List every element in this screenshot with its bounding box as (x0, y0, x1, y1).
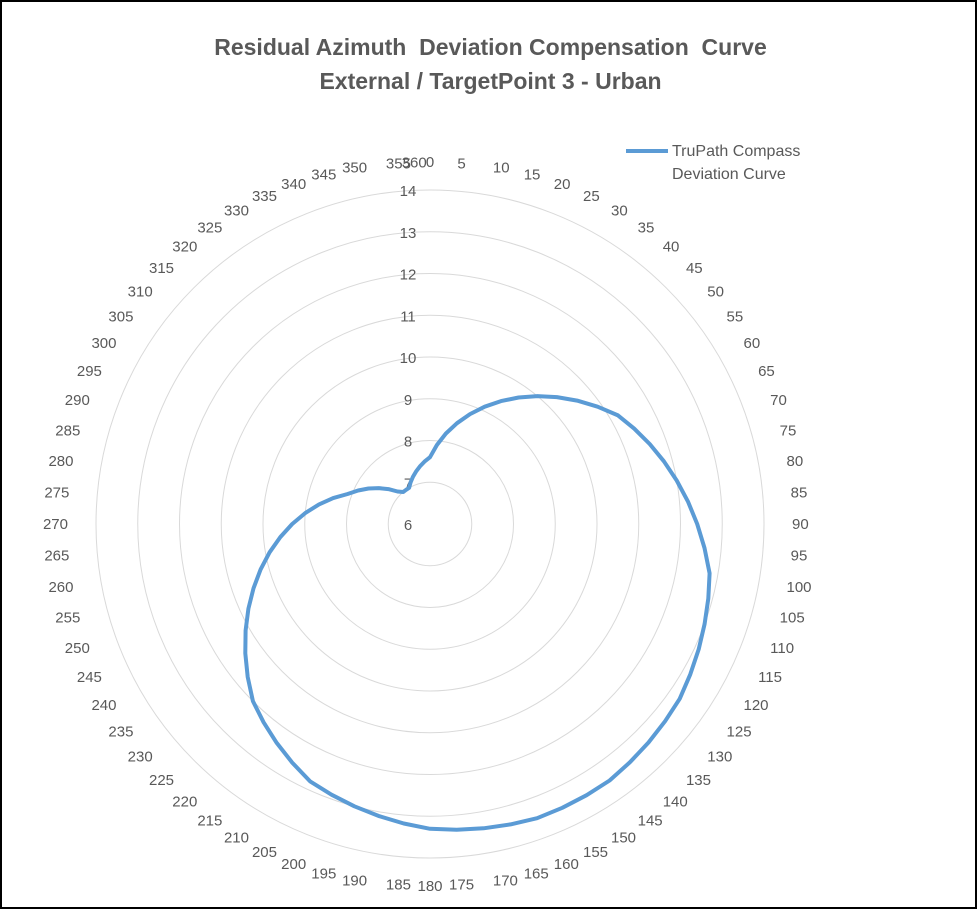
chart-title-line-1: Residual Azimuth Deviation Compensation … (214, 34, 767, 60)
angle-tick-label: 340 (281, 176, 306, 193)
grid-ring (304, 398, 556, 650)
angle-tick-label: 350 (342, 159, 367, 176)
radial-tick-label: 9 (404, 392, 412, 409)
angle-tick-label: 180 (417, 878, 442, 895)
radial-tick-label: 14 (400, 183, 417, 200)
angle-tick-label: 290 (65, 392, 90, 409)
angle-tick-label: 245 (77, 669, 102, 686)
angle-tick-label: 115 (758, 669, 782, 686)
angle-tick-label: 75 (780, 422, 797, 439)
radial-tick-label: 10 (400, 350, 417, 367)
angle-tick-label: 205 (252, 844, 277, 861)
angle-tick-label: 70 (770, 392, 787, 409)
angle-tick-label: 225 (149, 772, 174, 789)
angle-tick-label: 20 (554, 176, 571, 193)
grid-ring (137, 231, 723, 817)
chart-title-line-2: External / TargetPoint 3 - Urban (319, 68, 662, 94)
grid-ring (95, 189, 765, 859)
angle-tick-label: 160 (554, 856, 579, 873)
angle-tick-label: 0 (426, 154, 434, 171)
angle-tick-label: 220 (172, 793, 197, 810)
angle-tick-label: 10 (493, 159, 510, 176)
legend-label: TruPath Compass Deviation Curve (672, 143, 801, 183)
angle-tick-label: 150 (611, 830, 636, 847)
angle-tick-label: 230 (128, 749, 153, 766)
angle-tick-label: 80 (787, 453, 804, 470)
angle-tick-label: 335 (252, 188, 277, 205)
angle-tick-label: 215 (197, 813, 222, 830)
angle-tick-label: 25 (583, 188, 600, 205)
angle-tick-label: 55 (727, 308, 744, 325)
angle-tick-label: 310 (128, 283, 153, 300)
angle-tick-label: 320 (172, 239, 197, 256)
angle-tick-label: 120 (744, 697, 769, 714)
angle-tick-label: 305 (108, 308, 133, 325)
angle-tick-label: 185 (386, 877, 411, 894)
angle-tick-label: 280 (48, 453, 73, 470)
angle-tick-label: 235 (108, 724, 133, 741)
legend-swatch (626, 149, 668, 153)
grid-ring (220, 314, 640, 734)
angle-tick-label: 265 (44, 548, 69, 565)
angle-tick-label: 65 (758, 363, 775, 380)
angle-tick-label: 45 (686, 260, 703, 277)
angle-tick-label: 90 (792, 516, 809, 533)
angle-tick-label: 270 (43, 516, 68, 533)
grid-ring (179, 273, 681, 775)
angle-tick-label: 195 (311, 866, 336, 883)
angle-tick-label: 110 (770, 640, 794, 657)
radial-tick-label: 8 (404, 434, 412, 451)
series-line (243, 394, 712, 832)
angle-tick-label: 295 (77, 363, 102, 380)
angle-tick-label: 5 (457, 155, 465, 172)
angle-tick-label: 210 (224, 830, 249, 847)
angle-tick-label: 125 (727, 724, 752, 741)
angle-tick-label: 355 (386, 155, 411, 172)
angle-tick-label: 60 (744, 335, 761, 352)
radial-tick-label: 6 (404, 517, 412, 534)
angle-tick-label: 165 (524, 866, 549, 883)
radial-tick-label: 13 (400, 225, 417, 242)
angle-tick-label: 300 (91, 335, 116, 352)
angle-tick-label: 100 (787, 579, 812, 596)
grid-ring (262, 356, 598, 692)
angle-tick-label: 145 (638, 813, 663, 830)
radial-tick-label: 11 (400, 308, 416, 325)
grid-ring (387, 481, 473, 567)
angle-tick-label: 130 (707, 749, 732, 766)
angle-tick-label: 40 (663, 239, 680, 256)
angle-tick-label: 255 (55, 610, 80, 627)
angle-tick-label: 250 (65, 640, 90, 657)
angle-tick-label: 330 (224, 202, 249, 219)
angle-tick-label: 85 (791, 484, 808, 501)
angle-tick-label: 30 (611, 202, 628, 219)
angle-tick-label: 95 (791, 548, 808, 565)
angle-tick-label: 35 (638, 219, 655, 236)
angle-tick-label: 275 (44, 484, 69, 501)
angle-tick-label: 360 (402, 154, 427, 171)
angle-tick-label: 200 (281, 856, 306, 873)
radial-tick-label: 12 (400, 267, 417, 284)
angle-tick-label: 50 (707, 283, 724, 300)
angle-tick-label: 135 (686, 772, 711, 789)
angle-tick-label: 315 (149, 260, 174, 277)
chart-title: Residual Azimuth Deviation Compensation … (2, 30, 977, 98)
grid-ring (346, 440, 514, 608)
angle-tick-label: 345 (311, 166, 336, 183)
angle-tick-label: 240 (91, 697, 116, 714)
radial-tick-label: 7 (404, 475, 412, 492)
angle-tick-label: 190 (342, 873, 367, 890)
angle-tick-label: 170 (493, 873, 518, 890)
angle-tick-label: 140 (663, 793, 688, 810)
angle-tick-label: 105 (780, 610, 805, 627)
angle-tick-label: 260 (48, 579, 73, 596)
angle-tick-label: 325 (197, 219, 222, 236)
angle-tick-label: 15 (524, 166, 541, 183)
angle-tick-label: 285 (55, 422, 80, 439)
angle-tick-label: 155 (583, 844, 608, 861)
angle-tick-label: 175 (449, 877, 474, 894)
